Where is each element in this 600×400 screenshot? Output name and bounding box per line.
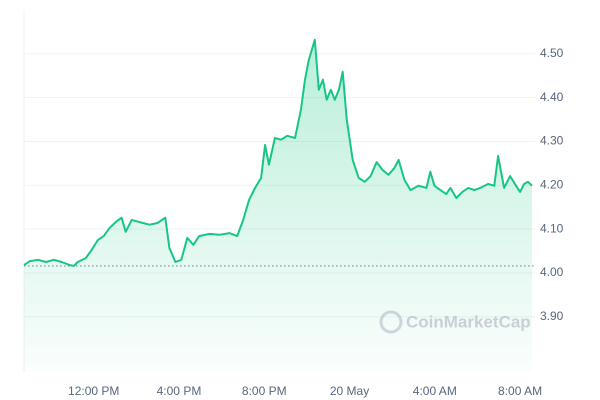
x-tick-label: 20 May [330, 384, 369, 398]
y-tick-label: 4.10 [540, 221, 564, 235]
watermark-text: CoinMarketCap [406, 312, 531, 331]
y-tick-label: 4.20 [540, 177, 564, 191]
watermark: CoinMarketCap [379, 310, 531, 334]
y-tick-label: 4.30 [540, 134, 564, 148]
y-tick-label: 3.90 [540, 309, 564, 323]
y-tick-label: 4.00 [540, 265, 564, 279]
price-line [23, 38, 533, 267]
y-tick-label: 4.50 [540, 46, 564, 60]
watermark-logo [379, 310, 403, 334]
x-tick-label: 4:00 AM [413, 384, 457, 398]
x-tick-label: 12:00 PM [68, 384, 119, 398]
area [24, 39, 532, 373]
x-tick-label: 4:00 PM [157, 384, 202, 398]
x-tick-label: 8:00 PM [242, 384, 287, 398]
y-tick-label: 4.40 [540, 90, 564, 104]
x-tick-label: 8:00 AM [498, 384, 542, 398]
